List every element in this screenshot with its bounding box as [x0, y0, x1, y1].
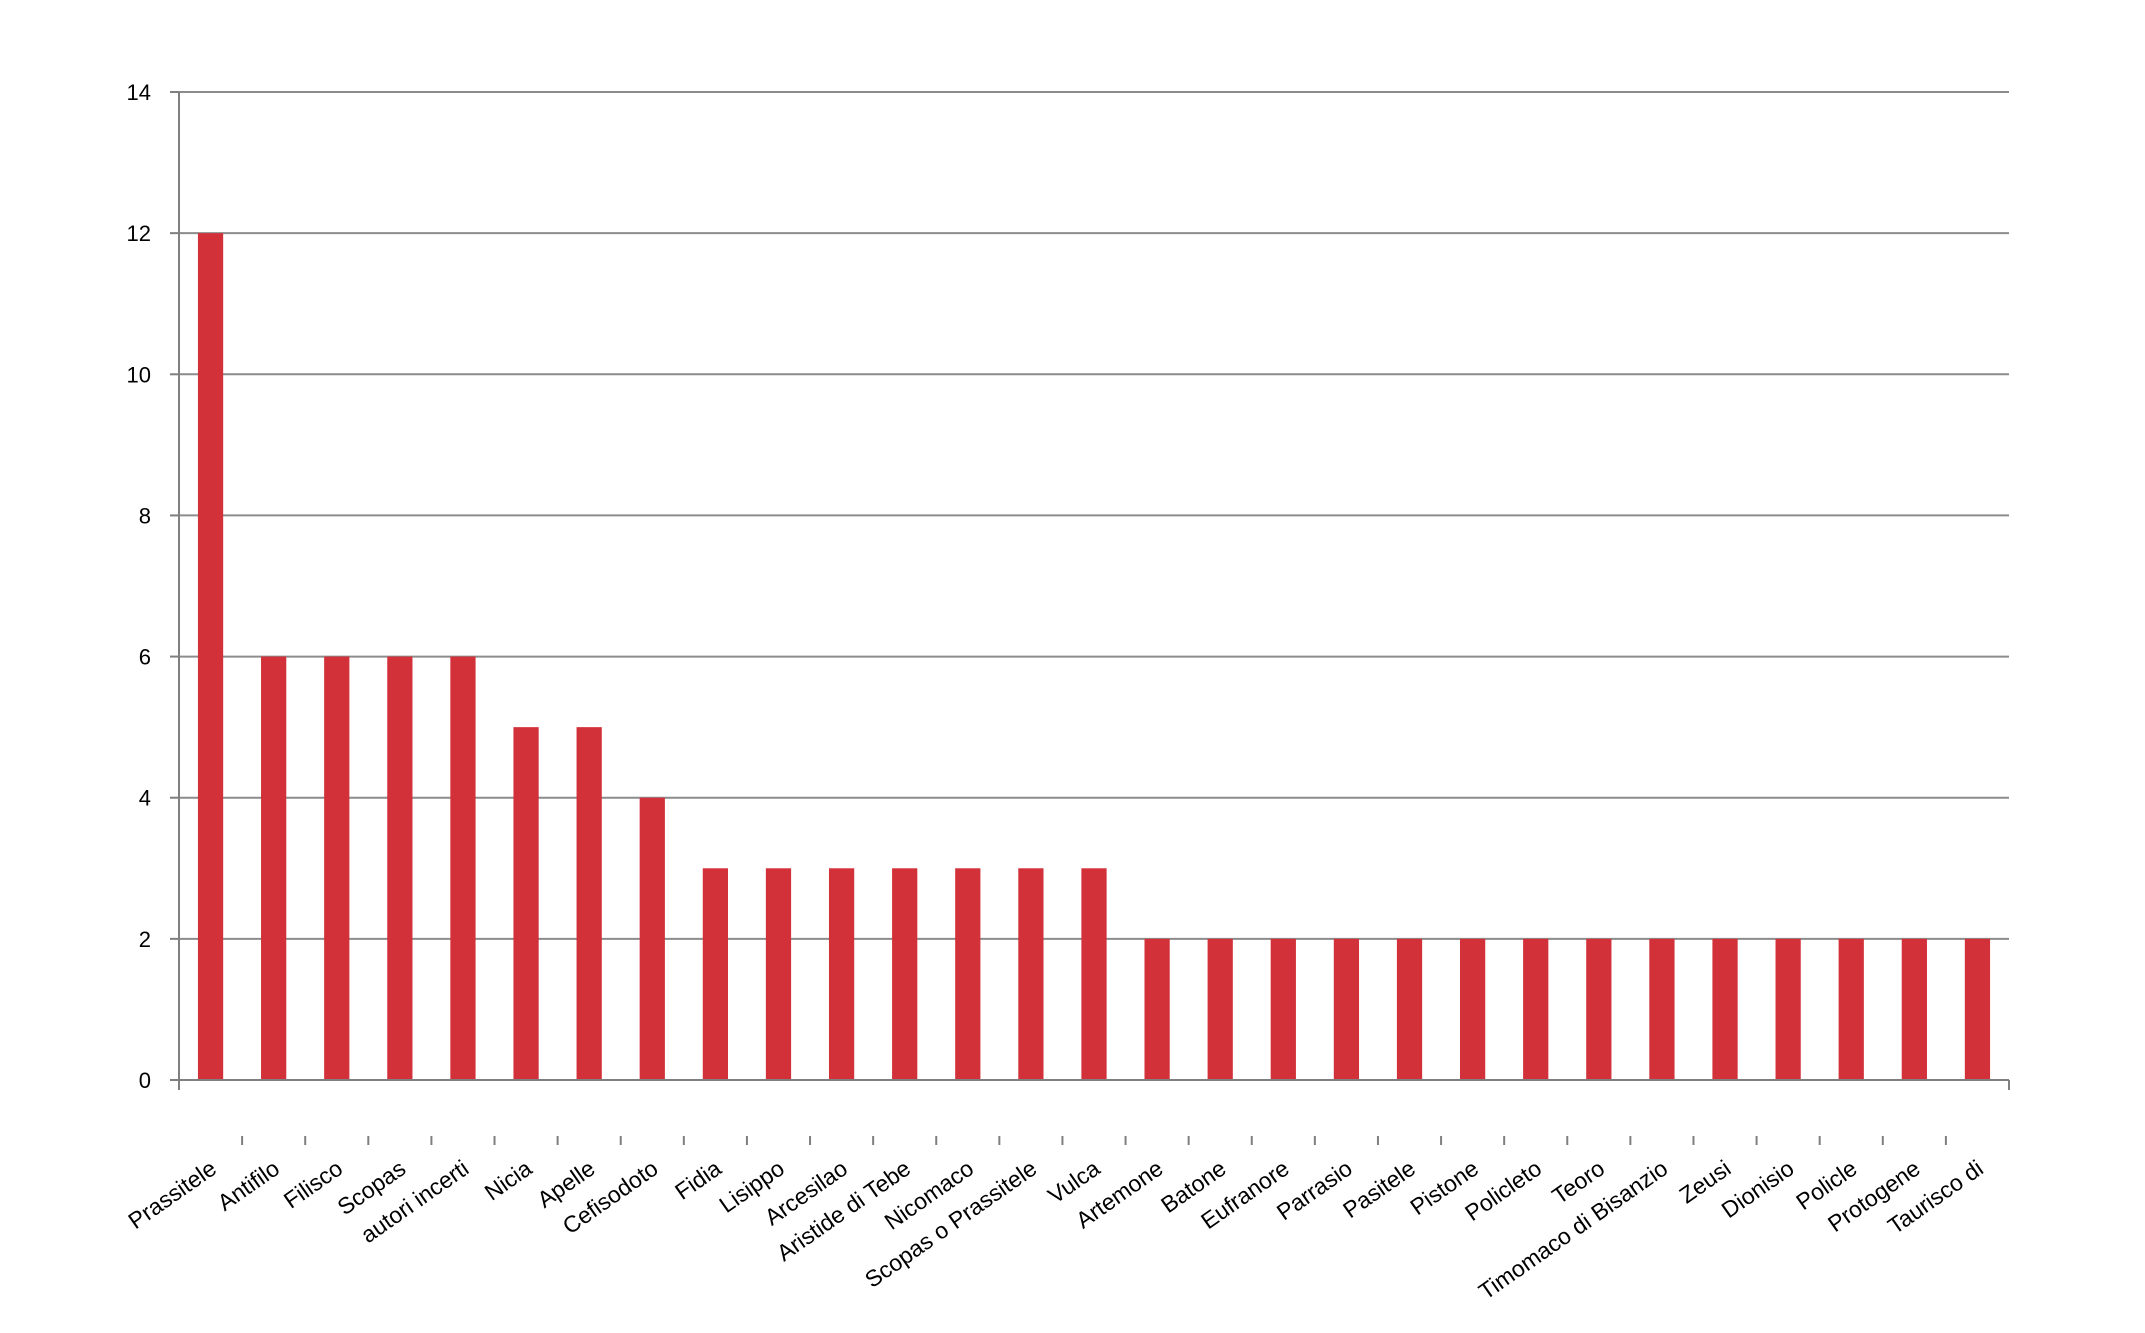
x-tick-label: Pasitele	[1338, 1155, 1420, 1223]
y-tick-label: 6	[139, 645, 151, 670]
bar	[1775, 938, 1801, 1080]
bar	[513, 727, 539, 1080]
bar	[1523, 938, 1549, 1080]
bar	[639, 797, 665, 1080]
bar	[197, 233, 224, 1080]
gridlines	[179, 91, 2009, 940]
y-tick-label: 10	[127, 362, 151, 387]
x-tick-label: Dionisio	[1717, 1155, 1799, 1223]
y-tick-label: 14	[127, 80, 151, 105]
y-axis-tick-labels: 0 2 4 6 8 10 12 14	[127, 80, 151, 1093]
bar	[765, 868, 792, 1080]
bar	[955, 868, 981, 1080]
bar	[324, 656, 350, 1080]
bar	[1270, 938, 1296, 1080]
bar	[261, 656, 287, 1080]
bar	[892, 868, 918, 1080]
bar	[702, 868, 728, 1080]
bar	[1018, 868, 1044, 1080]
y-tick-label: 12	[127, 221, 151, 246]
bar	[1712, 938, 1738, 1080]
bar	[1460, 938, 1486, 1080]
axes	[170, 91, 2010, 1145]
y-tick-label: 8	[139, 503, 151, 528]
bar	[1396, 938, 1423, 1080]
x-tick-label: Nicia	[480, 1155, 537, 1206]
bar	[387, 656, 413, 1080]
bar	[1838, 938, 1864, 1080]
bar	[828, 868, 855, 1080]
bar	[1649, 938, 1675, 1080]
bar	[1333, 938, 1360, 1080]
bar	[1144, 938, 1170, 1080]
x-tick-label: Prassitele	[123, 1155, 221, 1234]
bar	[1586, 938, 1612, 1080]
bar	[1901, 938, 1927, 1080]
bar	[1964, 938, 1991, 1080]
bar	[1081, 868, 1107, 1080]
x-tick-label: Antifilo	[213, 1155, 284, 1216]
bar	[450, 656, 476, 1080]
y-tick-label: 0	[139, 1068, 151, 1093]
y-tick-label: 4	[139, 786, 151, 811]
bar	[1207, 938, 1233, 1080]
y-tick-label: 2	[139, 927, 151, 952]
bar	[576, 727, 602, 1080]
bars	[197, 233, 1991, 1080]
